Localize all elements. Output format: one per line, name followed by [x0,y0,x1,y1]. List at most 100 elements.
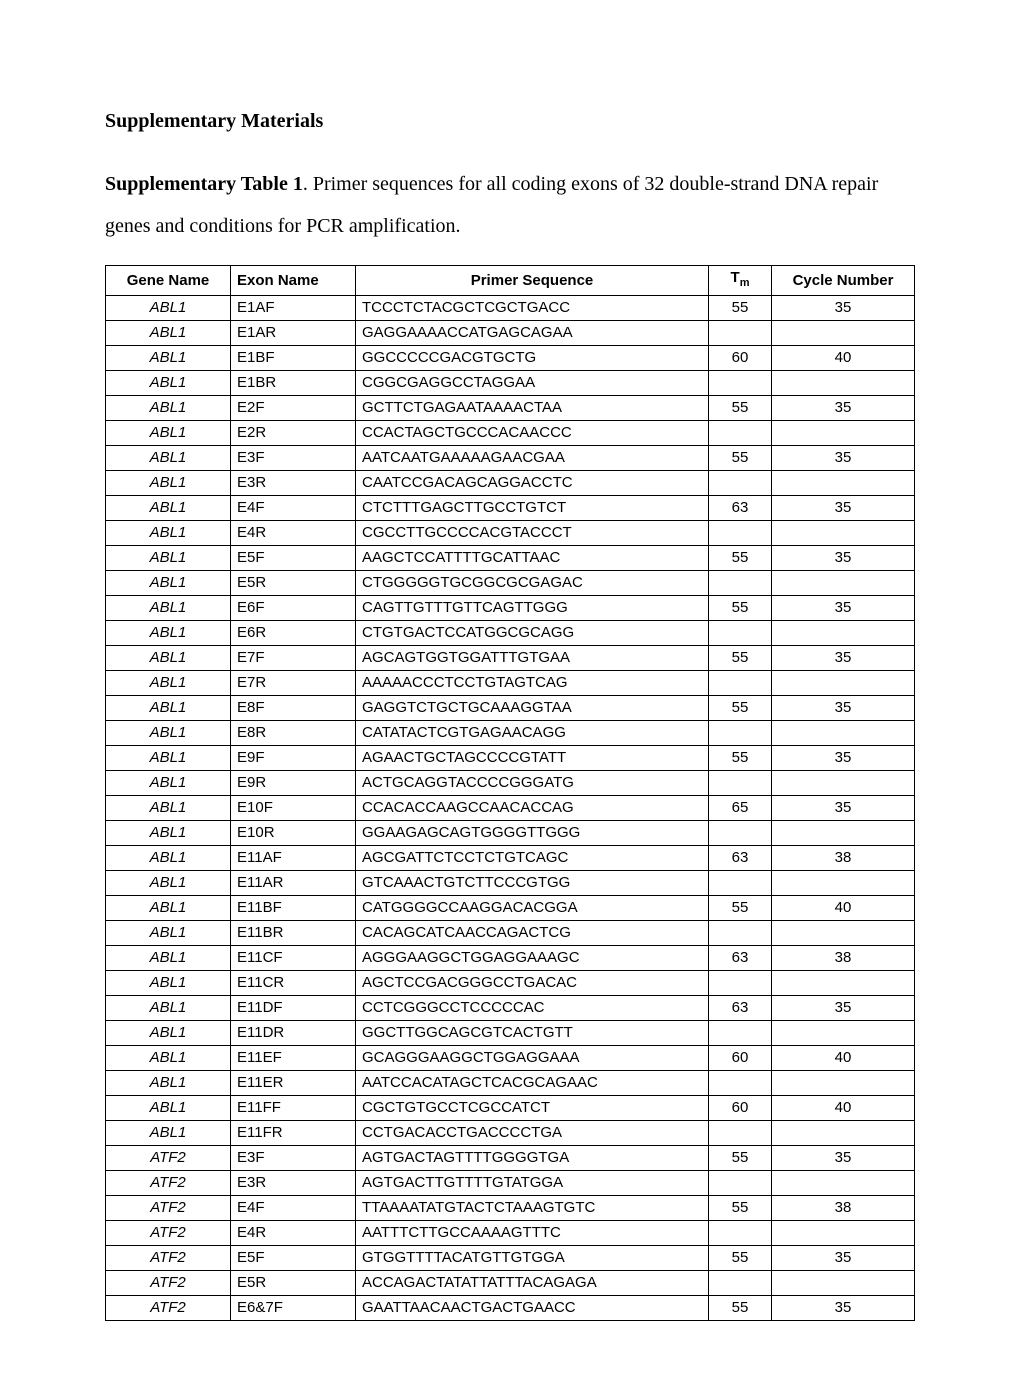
cell-tm: 55 [709,1246,772,1271]
cell-gene: ABL1 [106,621,231,646]
cell-tm: 55 [709,546,772,571]
cell-gene: ABL1 [106,896,231,921]
cell-seq: AGTGACTTGTTTTGTATGGA [356,1171,709,1196]
cell-gene: ABL1 [106,446,231,471]
cell-gene: ABL1 [106,596,231,621]
cell-seq: CCACACCAAGCCAACACCAG [356,796,709,821]
table-row: ABL1E11FFCGCTGTGCCTCGCCATCT6040 [106,1096,915,1121]
cell-tm: 55 [709,746,772,771]
cell-cycle: 35 [772,646,915,671]
col-exon: Exon Name [231,266,356,296]
cell-exon: E5R [231,1271,356,1296]
cell-gene: ABL1 [106,471,231,496]
table-header-row: Gene Name Exon Name Primer Sequence Tm C… [106,266,915,296]
cell-tm: 63 [709,946,772,971]
cell-tm [709,671,772,696]
cell-tm [709,1221,772,1246]
cell-cycle: 38 [772,946,915,971]
cell-tm: 55 [709,296,772,321]
cell-tm: 60 [709,1046,772,1071]
cell-exon: E11EF [231,1046,356,1071]
cell-gene: ABL1 [106,496,231,521]
cell-cycle [772,521,915,546]
cell-exon: E8R [231,721,356,746]
cell-gene: ABL1 [106,296,231,321]
table-row: ATF2E3FAGTGACTAGTTTTGGGGTGA5535 [106,1146,915,1171]
cell-exon: E5R [231,571,356,596]
table-row: ATF2E5RACCAGACTATATTATTTACAGAGA [106,1271,915,1296]
cell-seq: GCTTCTGAGAATAAAACTAA [356,396,709,421]
cell-gene: ABL1 [106,696,231,721]
cell-cycle [772,1271,915,1296]
cell-seq: GGAAGAGCAGTGGGGTTGGG [356,821,709,846]
cell-seq: AGCAGTGGTGGATTTGTGAA [356,646,709,671]
cell-exon: E11FF [231,1096,356,1121]
cell-gene: ABL1 [106,871,231,896]
cell-exon: E2R [231,421,356,446]
cell-cycle: 35 [772,496,915,521]
cell-exon: E3R [231,1171,356,1196]
cell-tm: 60 [709,1096,772,1121]
cell-cycle [772,1121,915,1146]
cell-cycle [772,871,915,896]
cell-exon: E9R [231,771,356,796]
table-row: ABL1E11CRAGCTCCGACGGGCCTGACAC [106,971,915,996]
cell-seq: GAGGAAAACCATGAGCAGAA [356,321,709,346]
cell-exon: E8F [231,696,356,721]
cell-gene: ABL1 [106,321,231,346]
cell-seq: CGGCGAGGCCTAGGAA [356,371,709,396]
cell-exon: E5F [231,546,356,571]
cell-exon: E9F [231,746,356,771]
cell-gene: ATF2 [106,1196,231,1221]
table-row: ABL1E1AFTCCCTCTACGCTCGCTGACC5535 [106,296,915,321]
cell-tm: 55 [709,596,772,621]
cell-gene: ATF2 [106,1271,231,1296]
cell-tm: 60 [709,346,772,371]
cell-tm [709,921,772,946]
table-row: ABL1E3FAATCAATGAAAAAGAACGAA5535 [106,446,915,471]
cell-seq: CAGTTGTTTGTTCAGTTGGG [356,596,709,621]
cell-tm [709,471,772,496]
cell-seq: ACTGCAGGTACCCCGGGATG [356,771,709,796]
cell-cycle: 35 [772,296,915,321]
table-row: ABL1E9RACTGCAGGTACCCCGGGATG [106,771,915,796]
cell-tm [709,321,772,346]
cell-exon: E11AF [231,846,356,871]
cell-gene: ABL1 [106,396,231,421]
cell-gene: ABL1 [106,796,231,821]
col-tm: Tm [709,266,772,296]
cell-gene: ABL1 [106,646,231,671]
cell-exon: E11FR [231,1121,356,1146]
table-row: ABL1E11DFCCTCGGGCCTCCCCCAC6335 [106,996,915,1021]
table-row: ABL1E7FAGCAGTGGTGGATTTGTGAA5535 [106,646,915,671]
cell-cycle [772,671,915,696]
cell-tm [709,421,772,446]
cell-gene: ABL1 [106,371,231,396]
cell-exon: E1AR [231,321,356,346]
cell-gene: ABL1 [106,921,231,946]
cell-cycle [772,821,915,846]
table-row: ABL1E9FAGAACTGCTAGCCCCGTATT5535 [106,746,915,771]
cell-tm [709,1071,772,1096]
primer-table: Gene Name Exon Name Primer Sequence Tm C… [105,265,915,1321]
cell-seq: CATATACTCGTGAGAACAGG [356,721,709,746]
cell-cycle: 35 [772,996,915,1021]
cell-seq: AGTGACTAGTTTTGGGGTGA [356,1146,709,1171]
cell-cycle [772,471,915,496]
cell-cycle: 35 [772,446,915,471]
cell-gene: ABL1 [106,971,231,996]
cell-tm: 55 [709,1146,772,1171]
table-row: ABL1E2RCCACTAGCTGCCCACAACCC [106,421,915,446]
table-row: ABL1E10FCCACACCAAGCCAACACCAG6535 [106,796,915,821]
cell-exon: E3F [231,446,356,471]
cell-tm: 63 [709,846,772,871]
cell-cycle: 40 [772,1046,915,1071]
cell-seq: CTGTGACTCCATGGCGCAGG [356,621,709,646]
cell-seq: TTAAAATATGTACTCTAAAGTGTC [356,1196,709,1221]
cell-exon: E11CF [231,946,356,971]
cell-tm: 55 [709,896,772,921]
cell-tm [709,1021,772,1046]
cell-exon: E4R [231,1221,356,1246]
cell-tm: 55 [709,646,772,671]
cell-exon: E11BR [231,921,356,946]
